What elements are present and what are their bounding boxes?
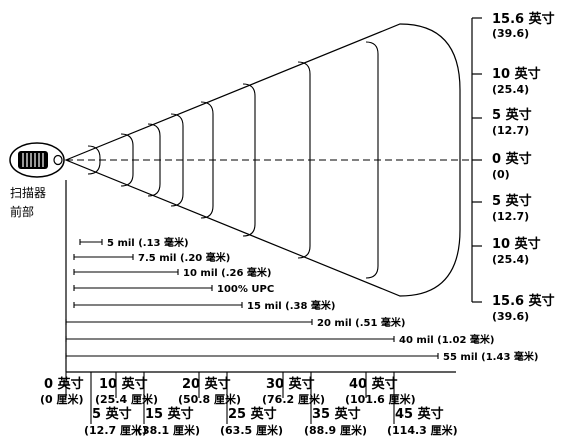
right-scale-label: 10 英寸: [492, 236, 541, 252]
bottom-scale-sublabel: (25.4 厘米): [95, 392, 158, 406]
bottom-scale-sublabel: (38.1 厘米): [137, 423, 200, 437]
barcode-label: 15 mil (.38 毫米): [247, 299, 336, 312]
bottom-scale: 0 英寸(0 厘米) 5 英寸(12.7 厘米) 10 英寸(25.4 厘米)15 …: [40, 372, 458, 437]
bottom-scale-sublabel: (63.5 厘米): [220, 423, 283, 437]
right-scale-label: 15.6 英寸: [492, 11, 555, 27]
bottom-scale-sublabel: (50.8 厘米): [178, 392, 241, 406]
right-scale-label: 15.6 英寸: [492, 293, 555, 309]
bottom-scale-label: 20 英寸: [182, 376, 231, 392]
scanner-icon: [9, 142, 65, 178]
bottom-scale-sublabel: (12.7 厘米): [84, 423, 147, 437]
right-scale: 15.6 英寸(39.6)10 英寸(25.4)5 英寸(12.7)0 英寸(0…: [472, 11, 555, 323]
right-scale-sublabel: (39.6): [492, 310, 529, 323]
barcode-label: 40 mil (1.02 毫米): [399, 333, 494, 346]
barcode-label: 5 mil (.13 毫米): [107, 236, 189, 249]
bottom-scale-label: 30 英寸: [266, 376, 315, 392]
right-scale-label: 0 英寸: [492, 151, 532, 167]
barcode-label: 10 mil (.26 毫米): [183, 266, 272, 279]
right-scale-label: 5 英寸: [492, 193, 532, 209]
right-scale-sublabel: (12.7): [492, 210, 529, 223]
scanner-label-line1: 扫描器: [10, 186, 46, 200]
bottom-scale-sublabel: (101.6 厘米): [345, 392, 416, 406]
bottom-scale-sublabel: (114.3 厘米): [387, 423, 458, 437]
right-scale-label: 5 英寸: [492, 107, 532, 123]
right-scale-sublabel: (25.4): [492, 83, 529, 96]
range-bars: 5 mil (.13 毫米) 7.5 mil (.20 毫米) 10 mil (.2…: [65, 236, 538, 363]
bottom-scale-label: 40 英寸: [349, 376, 398, 392]
scanner-label-line2: 前部: [10, 204, 34, 219]
barcode-label: 20 mil (.51 毫米): [317, 316, 406, 329]
right-scale-sublabel: (39.6): [492, 27, 529, 40]
barcode-label: 7.5 mil (.20 毫米): [138, 251, 230, 264]
bottom-scale-label: 25 英寸: [228, 406, 277, 422]
bottom-scale-sublabel: (0 厘米): [40, 392, 84, 406]
bottom-scale-label: 5 英寸: [92, 406, 132, 422]
bottom-scale-label: 0 英寸: [44, 376, 84, 392]
bottom-scale-sublabel: (76.2 厘米): [262, 392, 325, 406]
right-scale-label: 10 英寸: [492, 66, 541, 82]
barcode-label: 100% UPC: [217, 284, 274, 295]
right-scale-sublabel: (12.7): [492, 124, 529, 137]
bottom-scale-label: 35 英寸: [312, 406, 361, 422]
scan-field-outline: [64, 23, 461, 297]
right-scale-sublabel: (0): [492, 168, 510, 181]
right-scale-sublabel: (25.4): [492, 253, 529, 266]
bottom-scale-sublabel: (88.9 厘米): [304, 423, 367, 437]
bottom-scale-label: 10 英寸: [99, 376, 148, 392]
barcode-label: 55 mil (1.43 毫米): [443, 350, 538, 363]
bottom-scale-label: 15 英寸: [145, 406, 194, 422]
bottom-scale-label: 45 英寸: [395, 406, 444, 422]
